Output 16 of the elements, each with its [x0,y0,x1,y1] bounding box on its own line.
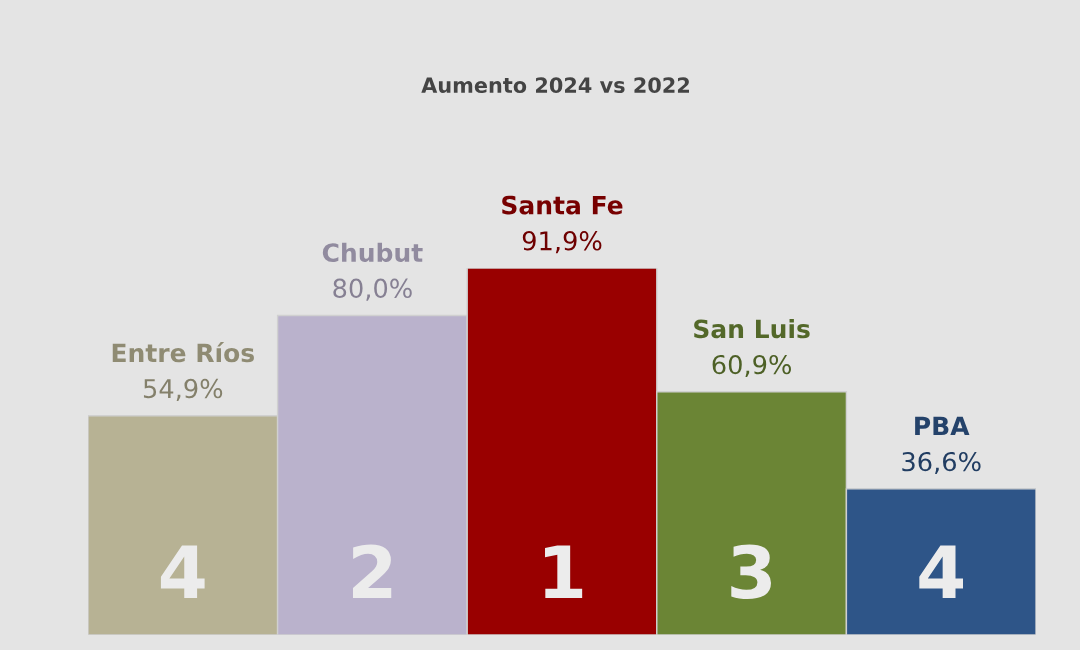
annotation: 3 [731,544,771,600]
annotation: 2 [352,544,392,599]
chart-title: Aumento 2024 vs 2022 [421,77,689,94]
x-tick-label: PBA [915,416,970,436]
x-tick-label: Santa Fe [502,195,623,215]
data-label: 80,0% [333,278,412,301]
data-label: 91,9% [522,231,602,254]
annotation: 1 [545,545,583,599]
x-tick-label: Entre Ríos [112,341,254,363]
data-label: 60,9% [712,354,791,377]
x-tick-label: Chubut [322,242,423,263]
annotation: 4 [919,545,964,599]
data-label: 36,6% [902,451,981,474]
data-label: 54,9% [143,378,223,401]
x-tick-label: San Luis [694,318,810,339]
annotation: 4 [160,545,205,599]
